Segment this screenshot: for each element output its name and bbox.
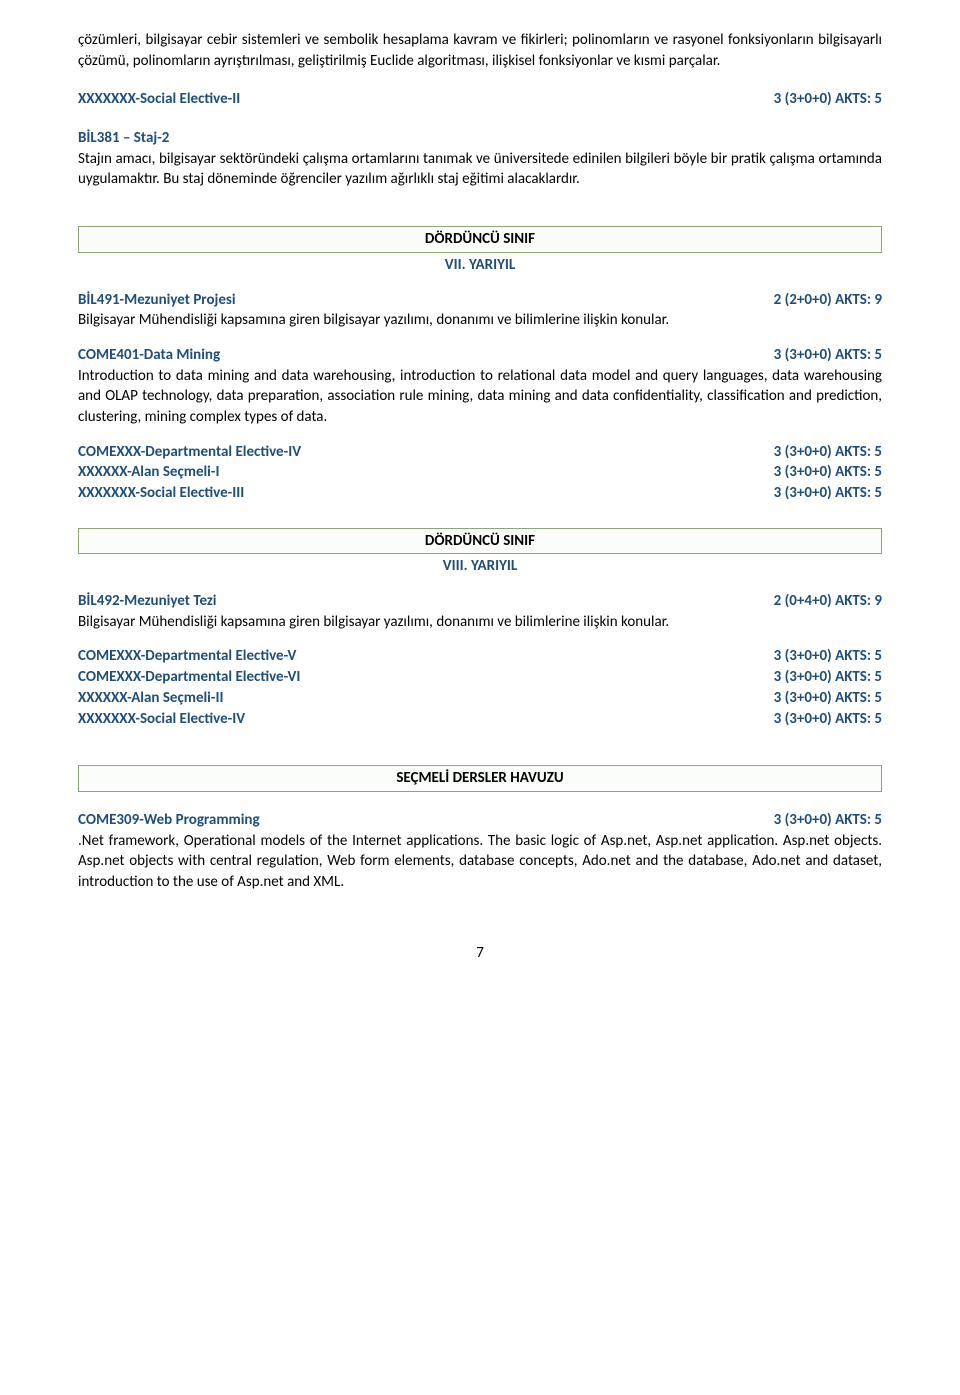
bil491-credits: 2 (2+0+0) AKTS: 9	[774, 290, 882, 311]
section-sub-8: VIII. YARIYIL	[78, 556, 882, 577]
social-elective-ii-title: XXXXXXX-Social Elective-II	[78, 89, 774, 110]
elec7-b-credits: 3 (3+0+0) AKTS: 5	[774, 462, 882, 483]
elec8-d-title: XXXXXXX-Social Elective-IV	[78, 709, 774, 730]
elec8-b-title: COMEXXX-Departmental Elective-VI	[78, 667, 774, 688]
section-heading-7: DÖRDÜNCÜ SINIF	[78, 226, 882, 253]
bil491-title: BİL491-Mezuniyet Projesi	[78, 290, 774, 311]
elec7-a-title: COMEXXX-Departmental Elective-IV	[78, 442, 774, 463]
social-elective-ii-credits: 3 (3+0+0) AKTS: 5	[774, 89, 882, 110]
elec8-b-credits: 3 (3+0+0) AKTS: 5	[774, 667, 882, 688]
elec7-b-title: XXXXXX-Alan Seçmeli-I	[78, 462, 774, 483]
bil492-credits: 2 (0+4+0) AKTS: 9	[774, 591, 882, 612]
section-heading-8: DÖRDÜNCÜ SINIF	[78, 528, 882, 555]
come401-title: COME401-Data Mining	[78, 345, 774, 366]
elec7-c-credits: 3 (3+0+0) AKTS: 5	[774, 483, 882, 504]
bil381-title: BİL381 – Staj-2	[78, 128, 882, 149]
pool-heading: SEÇMELİ DERSLER HAVUZU	[78, 765, 882, 792]
come401-desc: Introduction to data mining and data war…	[78, 366, 882, 428]
elec8-d-credits: 3 (3+0+0) AKTS: 5	[774, 709, 882, 730]
bil492-desc: Bilgisayar Mühendisliği kapsamına giren …	[78, 612, 882, 633]
elec8-c-credits: 3 (3+0+0) AKTS: 5	[774, 688, 882, 709]
elec7-a-credits: 3 (3+0+0) AKTS: 5	[774, 442, 882, 463]
come309-desc: .Net framework, Operational models of th…	[78, 831, 882, 893]
section-sub-7: VII. YARIYIL	[78, 255, 882, 276]
come309-title: COME309-Web Programming	[78, 810, 774, 831]
elec7-c-title: XXXXXXX-Social Elective-III	[78, 483, 774, 504]
elec8-c-title: XXXXXX-Alan Seçmeli-II	[78, 688, 774, 709]
come401-credits: 3 (3+0+0) AKTS: 5	[774, 345, 882, 366]
bil492-title: BİL492-Mezuniyet Tezi	[78, 591, 774, 612]
elec8-a-title: COMEXXX-Departmental Elective-V	[78, 646, 774, 667]
bil381-desc: Stajın amacı, bilgisayar sektöründeki ça…	[78, 149, 882, 190]
page-number: 7	[78, 943, 882, 964]
come309-credits: 3 (3+0+0) AKTS: 5	[774, 810, 882, 831]
elec8-a-credits: 3 (3+0+0) AKTS: 5	[774, 646, 882, 667]
bil491-desc: Bilgisayar Mühendisliği kapsamına giren …	[78, 310, 882, 331]
intro-continuation: çözümleri, bilgisayar cebir sistemleri v…	[78, 30, 882, 71]
